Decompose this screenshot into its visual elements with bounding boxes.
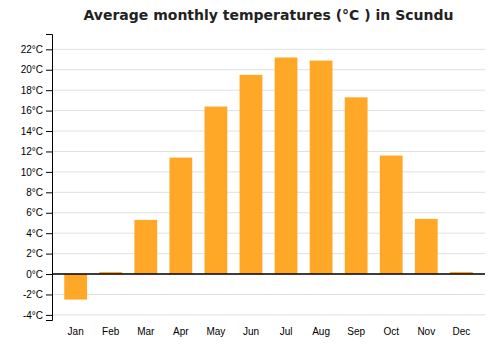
x-tick-label: Jan: [68, 326, 84, 337]
x-tick: Mar: [137, 326, 155, 337]
y-tick-mark: [46, 254, 52, 255]
grid-line: [52, 171, 485, 172]
plot-area: -4°C -2°C 0°C 2°C 4°C 6°C 8°C 10°C 12°C 14°C 16°C 1…: [21, 35, 485, 338]
y-tick: 22°C: [21, 44, 52, 55]
bar: [64, 274, 87, 300]
bar: [205, 107, 228, 275]
x-tick-label: Sep: [347, 326, 365, 337]
y-tick-mark: [46, 49, 52, 50]
bar: [275, 57, 298, 274]
y-tick-mark: [46, 131, 52, 132]
x-tick: Apr: [173, 326, 189, 337]
y-tick-label: -4°C: [23, 310, 43, 321]
y-tick-label: 8°C: [26, 187, 43, 198]
y-tick-mark: [46, 172, 52, 173]
bars: [52, 57, 485, 299]
y-tick-label: 4°C: [26, 228, 43, 239]
grid-line: [52, 274, 485, 275]
x-tick-label: May: [206, 326, 225, 337]
y-tick-mark: [46, 294, 52, 295]
y-tick-mark: [46, 274, 52, 275]
y-axis: -4°C -2°C 0°C 2°C 4°C 6°C 8°C 10°C 12°C 14°C 16°C 1…: [21, 35, 53, 321]
y-tick: 16°C: [21, 105, 52, 116]
title: Average monthly temperatures (°C ) in Sc…: [83, 7, 453, 23]
y-tick-label: 10°C: [21, 167, 43, 178]
grid-line: [52, 90, 485, 91]
x-tick: Oct: [383, 326, 399, 337]
chart: -4°C -2°C 0°C 2°C 4°C 6°C 8°C 10°C 12°C 14°C 16°C 1…: [0, 0, 500, 350]
x-tick-label: Aug: [312, 326, 330, 337]
x-tick: Jun: [243, 326, 259, 337]
y-tick: -2°C: [23, 289, 52, 300]
bar: [345, 97, 368, 274]
x-tick-label: Mar: [137, 326, 155, 337]
bar: [310, 61, 333, 274]
grid: [52, 49, 485, 315]
x-tick: Jul: [280, 326, 293, 337]
y-tick: 4°C: [26, 228, 52, 239]
y-tick-label: 18°C: [21, 85, 43, 96]
y-tick: 12°C: [21, 146, 52, 157]
bar: [415, 219, 438, 274]
grid-line: [52, 192, 485, 193]
zero-line: [52, 273, 485, 275]
bar: [134, 220, 157, 274]
y-tick-mark: [46, 111, 52, 112]
x-tick-label: Jul: [280, 326, 293, 337]
y-tick-mark: [46, 90, 52, 91]
x-tick: Dec: [452, 326, 470, 337]
x-tick-label: Jun: [243, 326, 259, 337]
bar: [169, 158, 192, 274]
y-tick-mark: [46, 213, 52, 214]
x-tick-label: Dec: [452, 326, 470, 337]
x-axis: Jan Feb Mar Apr May Jun Jul Aug Sep Oct Nov Dec: [68, 326, 471, 337]
y-tick: -4°C: [23, 310, 52, 321]
y-tick: 10°C: [21, 167, 52, 178]
y-tick-label: 14°C: [21, 126, 43, 137]
y-tick-label: 16°C: [21, 105, 43, 116]
grid-line: [52, 69, 485, 70]
y-tick-mark: [46, 192, 52, 193]
grid-line: [52, 151, 485, 152]
x-tick: Jan: [68, 326, 84, 337]
y-tick: 20°C: [21, 64, 52, 75]
x-tick-label: Apr: [173, 326, 189, 337]
y-tick-label: 0°C: [26, 269, 43, 280]
x-tick: Aug: [312, 326, 330, 337]
y-tick: 0°C: [26, 269, 52, 280]
grid-line: [52, 49, 485, 50]
x-tick-label: Feb: [102, 326, 120, 337]
y-tick-label: 6°C: [26, 207, 43, 218]
bar: [380, 156, 403, 274]
grid-line: [52, 110, 485, 111]
y-tick: 14°C: [21, 126, 52, 137]
y-tick-label: 20°C: [21, 64, 43, 75]
y-tick: 2°C: [26, 248, 52, 259]
grid-line: [52, 131, 485, 132]
grid-line: [52, 294, 485, 295]
y-tick-mark: [46, 233, 52, 234]
y-tick-label: -2°C: [23, 289, 43, 300]
x-tick: Feb: [102, 326, 120, 337]
y-axis-line: [46, 35, 53, 321]
y-tick-mark: [46, 151, 52, 152]
x-tick: Sep: [347, 326, 365, 337]
y-tick: 6°C: [26, 207, 52, 218]
y-tick-mark: [46, 70, 52, 71]
grid-line: [52, 314, 485, 315]
x-tick: May: [206, 326, 225, 337]
x-tick-label: Oct: [383, 326, 399, 337]
grid-line: [52, 212, 485, 213]
x-tick: Nov: [417, 326, 435, 337]
y-tick-mark: [46, 315, 52, 316]
y-tick: 18°C: [21, 85, 52, 96]
y-tick: 8°C: [26, 187, 52, 198]
y-tick-label: 2°C: [26, 248, 43, 259]
x-tick-label: Nov: [417, 326, 435, 337]
y-tick-label: 12°C: [21, 146, 43, 157]
bar: [240, 75, 263, 274]
y-tick-label: 22°C: [21, 44, 43, 55]
